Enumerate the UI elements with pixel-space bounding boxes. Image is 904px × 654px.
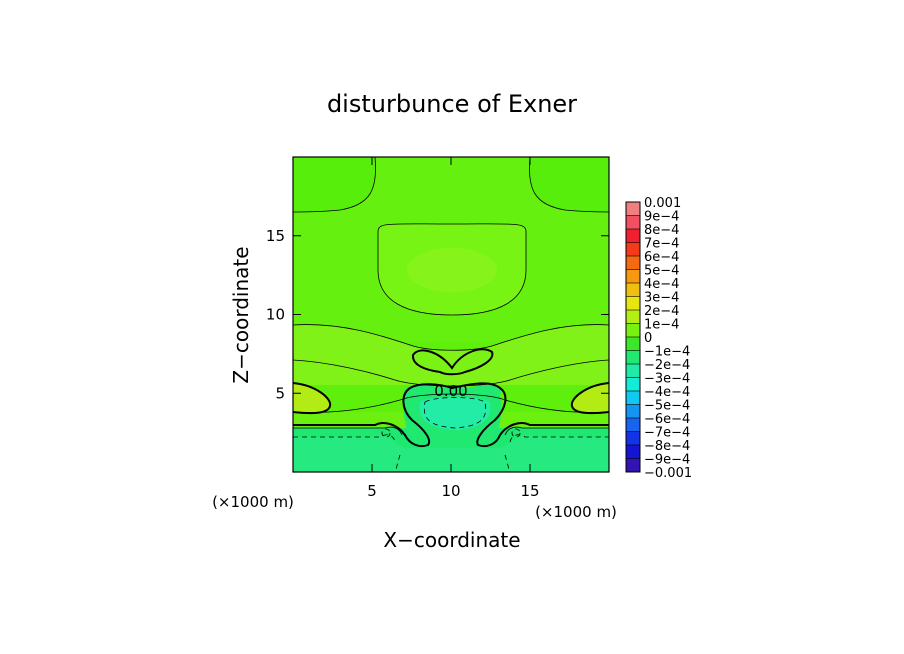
colorbar-swatch (626, 215, 640, 230)
top-left-lobe (293, 157, 376, 212)
colorbar-label: −8e−4 (644, 439, 690, 454)
mid-band (293, 324, 609, 385)
contour-value-label: 0.00 (434, 382, 467, 400)
y-tick-label: 5 (275, 384, 285, 402)
colorbar-swatch (626, 377, 640, 392)
thin-contours (293, 157, 609, 436)
colorbar-swatch (626, 404, 640, 419)
x-unit-label: (×1000 m) (535, 503, 617, 521)
colorbar-label: 4e−4 (644, 277, 679, 292)
colorbar-swatch (626, 445, 640, 459)
colorbar-swatch (626, 242, 640, 257)
y-axis-label: Z−coordinate (229, 246, 253, 383)
colorbar-label: −0.001 (644, 466, 692, 481)
y-axis-ticks: 5 10 15 (266, 227, 609, 402)
low-region-inner (293, 435, 609, 472)
x-axis-ticks: 5 10 15 (367, 157, 540, 500)
colorbar-swatch (626, 364, 640, 378)
negative-contours (293, 397, 609, 472)
colorbar-swatch (626, 310, 640, 324)
x-axis-label: X−coordinate (383, 528, 520, 552)
colorbar-swatch (626, 337, 640, 351)
colorbar: 0.0019e−48e−47e−46e−45e−44e−43e−42e−41e−… (625, 196, 692, 481)
colorbar-label: −5e−4 (644, 399, 690, 414)
colorbar-swatch (626, 418, 640, 432)
x-tick-label: 15 (520, 482, 539, 500)
colorbar-label: 8e−4 (644, 223, 679, 238)
colorbar-label: 0 (644, 331, 652, 346)
colorbar-label: −4e−4 (644, 385, 690, 400)
y-tick-label: 10 (266, 306, 285, 324)
colorbar-label: 0.001 (644, 196, 681, 211)
colorbar-swatch (626, 229, 640, 243)
colorbar-swatch (626, 391, 640, 405)
chart-title: disturbunce of Exner (327, 90, 577, 118)
colorbar-swatch (626, 323, 640, 338)
colorbar-label: 5e−4 (644, 264, 679, 279)
colorbar-swatch (626, 350, 640, 365)
colorbar-swatch (626, 431, 640, 446)
colorbar-swatch (626, 283, 640, 297)
colorbar-label: −9e−4 (644, 453, 690, 468)
colorbar-label: −7e−4 (644, 426, 690, 441)
colorbar-swatch (626, 296, 640, 311)
y-tick-label: 15 (266, 227, 285, 245)
x-tick-label: 5 (367, 482, 377, 500)
colorbar-label: 9e−4 (644, 210, 679, 225)
left-side-lobe (293, 383, 331, 414)
zero-contours (293, 348, 609, 448)
colorbar-label: 6e−4 (644, 250, 679, 265)
right-side-lobe (571, 383, 609, 414)
colorbar-swatch (626, 458, 640, 473)
colorbar-swatch (626, 269, 640, 284)
z-unit-label: (×1000 m) (212, 493, 294, 511)
colorbar-label: −3e−4 (644, 372, 690, 387)
top-right-lobe (529, 157, 609, 212)
colorbar-swatch (626, 202, 640, 216)
colorbar-label: −6e−4 (644, 412, 690, 427)
colorbar-label: 7e−4 (644, 237, 679, 252)
colorbar-label: 1e−4 (644, 318, 679, 333)
colorbar-swatch (626, 256, 640, 270)
colorbar-label: 3e−4 (644, 291, 679, 306)
central-plume-core (419, 396, 491, 430)
x-tick-label: 10 (441, 482, 460, 500)
colorbar-label: −2e−4 (644, 358, 690, 373)
contour-field: 0.00 (293, 157, 609, 472)
colorbar-label: −1e−4 (644, 345, 690, 360)
colorbar-label: 2e−4 (644, 304, 679, 319)
central-bubble-core (407, 248, 497, 292)
butterfly-feature (412, 349, 493, 372)
